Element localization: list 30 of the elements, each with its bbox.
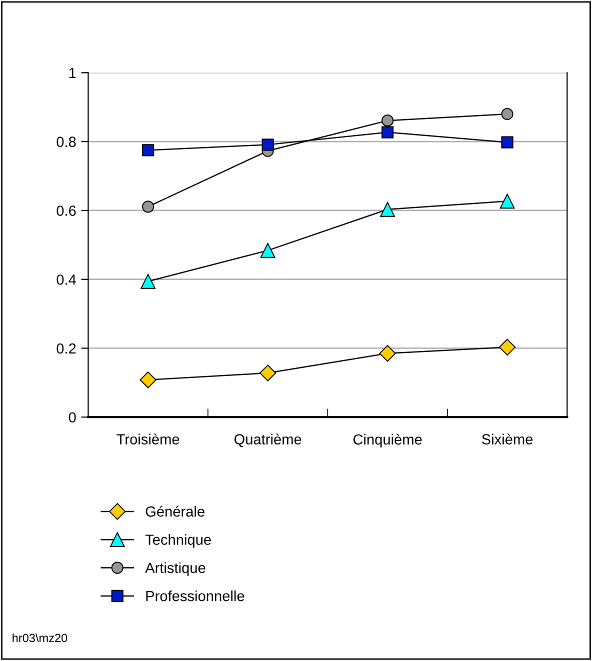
point [142, 144, 154, 156]
x-tick-label: Quatrième [234, 434, 302, 448]
x-tick-label: Cinquième [353, 434, 422, 448]
x-tick-label: Sixième [482, 434, 533, 444]
y-tick-label: 0.8 [56, 136, 76, 148]
point [381, 114, 394, 127]
point [260, 242, 276, 258]
point [379, 345, 396, 362]
point [501, 108, 514, 120]
point [140, 372, 156, 388]
point [259, 364, 276, 382]
point [501, 136, 514, 148]
text: hr03\mz20 [12, 633, 68, 642]
point [498, 338, 516, 356]
y-tick-label: 0.4 [56, 274, 76, 285]
point [262, 138, 274, 151]
point [380, 202, 395, 217]
legend-label: Générale [146, 506, 204, 517]
point [142, 200, 154, 213]
x-tick-label: Troisième [116, 434, 180, 444]
y-tick-label: 0.6 [56, 206, 76, 216]
y-tick-label: 0.2 [56, 343, 76, 354]
point [140, 274, 156, 289]
y-tick-label: 0 [68, 412, 76, 423]
legend-label: Artistique [145, 562, 206, 576]
point [500, 194, 515, 209]
y-tick-label: 1 [69, 68, 76, 78]
legend-label: Technique [145, 534, 211, 548]
point [381, 126, 394, 138]
legend-label: Professionnelle [146, 590, 244, 602]
